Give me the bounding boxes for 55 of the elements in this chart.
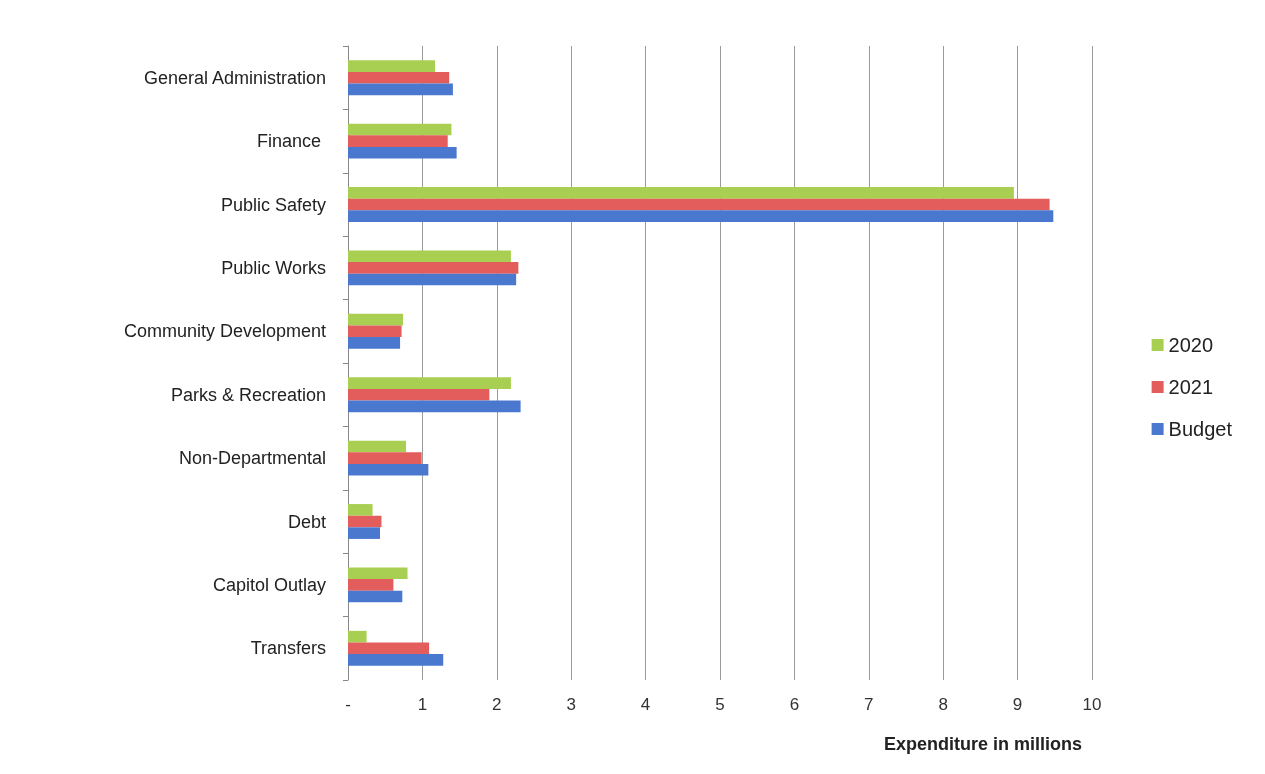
x-axis-title: Expenditure in millions <box>883 734 1082 754</box>
bar <box>348 590 403 603</box>
y-tick-label: Capitol Outlay <box>212 574 326 595</box>
bar <box>348 527 380 539</box>
bar <box>348 250 511 263</box>
bar <box>348 71 450 84</box>
bar <box>348 377 511 389</box>
y-tick-label: General Administration <box>143 67 326 88</box>
bar <box>348 515 382 528</box>
bar <box>348 630 367 643</box>
bar <box>348 579 394 591</box>
bar <box>348 504 373 516</box>
bar <box>348 198 1050 211</box>
bar <box>348 325 402 338</box>
legend-label: 2021 <box>1168 376 1214 398</box>
bar <box>348 60 436 72</box>
bar <box>348 452 422 464</box>
y-tick-label: Community Development <box>123 321 326 342</box>
x-tick-label: 4 <box>640 695 651 714</box>
bar <box>348 337 401 349</box>
bar <box>348 388 490 401</box>
bar <box>348 262 519 274</box>
x-tick-label: - <box>345 695 351 714</box>
x-tick-label: 1 <box>417 695 428 714</box>
x-tick-label: 10 <box>1082 695 1102 714</box>
bar <box>348 210 1054 222</box>
y-tick-label: Non-Departmental <box>178 448 326 469</box>
y-tick-label: Parks & Recreation <box>170 384 326 405</box>
bar <box>348 440 407 453</box>
bar <box>348 146 457 159</box>
bar <box>348 123 452 136</box>
legend-label: 2020 <box>1168 334 1214 356</box>
x-tick-label: 2 <box>492 695 502 714</box>
bar <box>348 654 444 666</box>
x-tick-label: 5 <box>715 695 725 714</box>
bar <box>348 400 521 413</box>
bar <box>348 567 408 580</box>
x-tick-label: 9 <box>1012 695 1023 714</box>
bar <box>348 273 517 286</box>
bar <box>348 313 404 326</box>
x-tick-label: 8 <box>938 695 948 714</box>
bar <box>348 135 448 147</box>
legend-label: Budget <box>1168 418 1233 440</box>
x-tick-label: 3 <box>566 695 576 714</box>
bar <box>348 83 453 96</box>
x-tick-label: 7 <box>864 695 874 714</box>
bar <box>348 187 1014 199</box>
y-tick-label: Public Safety <box>220 194 326 215</box>
y-tick-label: Debt <box>287 511 326 532</box>
bar <box>348 642 430 655</box>
y-tick-label: Finance <box>256 131 326 152</box>
bar <box>348 463 429 476</box>
x-tick-label: 6 <box>789 695 800 714</box>
y-tick-label: Public Works <box>221 257 326 278</box>
y-tick-label: Transfers <box>250 638 326 659</box>
